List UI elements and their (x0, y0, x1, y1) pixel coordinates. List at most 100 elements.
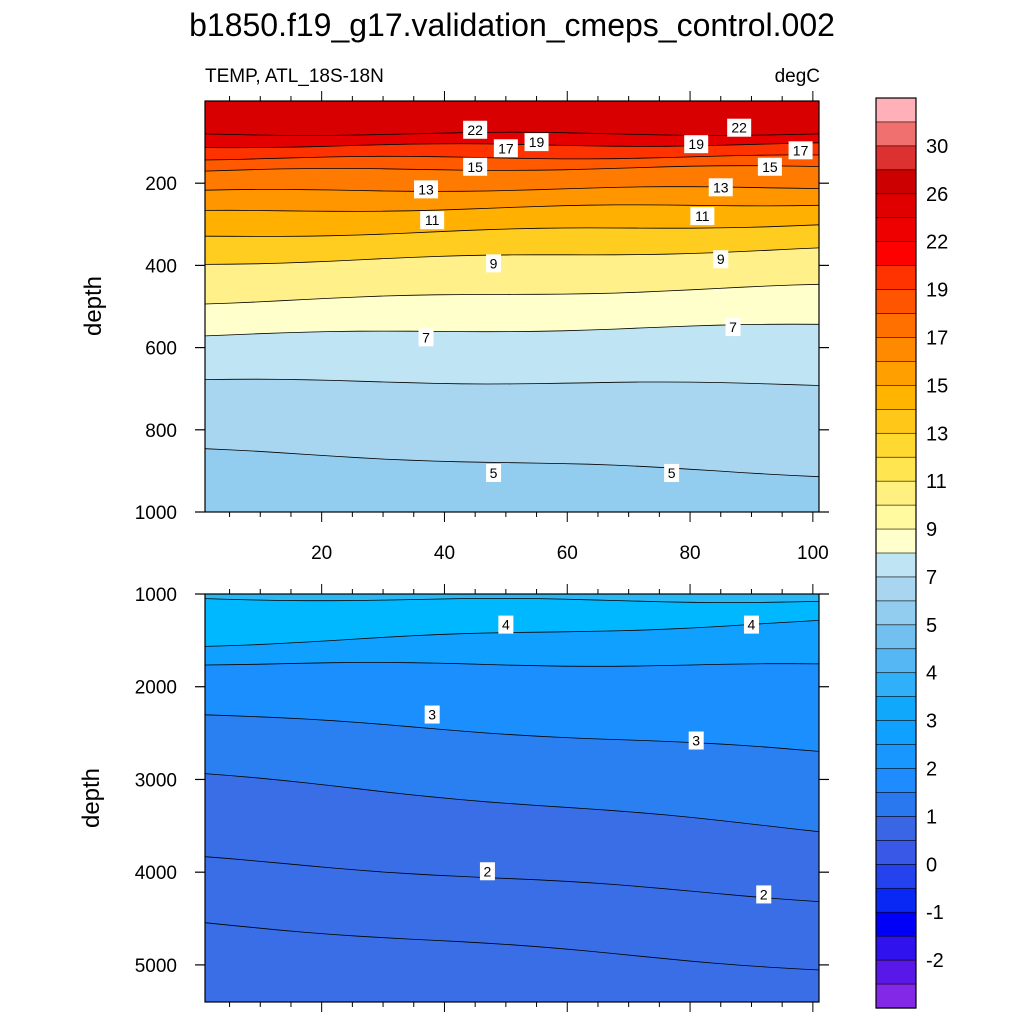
contour-label: 11 (420, 211, 445, 230)
colorbar-swatch (875, 552, 917, 578)
y-tick-label: 5000 (135, 956, 177, 977)
lower-ylabel: depth (78, 768, 105, 828)
contour-label-box (756, 885, 772, 904)
contour-label-box (727, 118, 752, 137)
isotherm-line (205, 283, 819, 305)
lower-panel: 4 4 3 3 2 2 1000 2000 3000 4000 5000 depth (78, 584, 829, 1012)
contour-label-box (463, 157, 488, 176)
colorbar-swatch (875, 816, 917, 841)
contour-label-text: 7 (422, 329, 430, 345)
colorbar-swatch (875, 887, 917, 913)
colorbar-swatch (875, 289, 917, 315)
contour-label-text: 3 (692, 733, 700, 749)
colorbar-swatch (875, 193, 917, 219)
colorbar-swatch (875, 528, 917, 554)
contour-label-text: 4 (502, 617, 510, 633)
contour-label-text: 13 (418, 181, 434, 197)
isotherm-line (205, 714, 819, 752)
contour-label-text: 17 (793, 142, 809, 158)
colorbar-swatch (875, 648, 917, 674)
y-tick-label: 4000 (135, 863, 177, 884)
contour-label: 7 (725, 318, 741, 337)
colorbar-swatch (875, 456, 917, 482)
contour-label-box (486, 254, 502, 273)
colorbar-label: 4 (926, 663, 937, 685)
colorbar-swatch (875, 624, 917, 650)
isotherm-line (205, 378, 819, 386)
x-tick-label: 40 (434, 543, 455, 564)
contour-label-box (524, 133, 549, 152)
colorbar-label: 9 (926, 519, 937, 541)
x-tick-label: 60 (557, 543, 578, 564)
contour-label-text: 15 (467, 159, 483, 175)
isotherm-line (205, 165, 819, 172)
x-tick-label: 100 (797, 543, 829, 564)
contour-label: 4 (498, 615, 514, 634)
contour-label-box (688, 731, 704, 750)
contour-label-box (418, 328, 434, 347)
colorbar-label: 0 (926, 854, 937, 876)
contour-label: 22 (463, 120, 488, 139)
colorbar-swatch (875, 432, 917, 458)
contour-label: 2 (479, 862, 495, 881)
colorbar-swatch (875, 864, 917, 889)
contour-band (205, 922, 819, 1002)
contour-label-text: 19 (688, 136, 704, 152)
upper-plot-frame (204, 100, 820, 513)
left-subtitle: TEMP, ATL_18S-18N (205, 66, 384, 87)
colorbar-label: 22 (926, 232, 948, 254)
colorbar-label: 13 (926, 423, 948, 445)
contour-label-box (757, 157, 782, 176)
y-tick-label: 200 (145, 174, 177, 195)
contour-label-text: 15 (762, 159, 778, 175)
colorbar-label: 2 (926, 759, 937, 781)
y-tick-label: 400 (145, 256, 177, 277)
colorbar-swatch (875, 361, 917, 386)
contour-label-text: 22 (467, 122, 483, 138)
isotherm-line (205, 773, 819, 833)
contour-label: 15 (463, 157, 488, 176)
isotherm-line (205, 662, 819, 667)
colorbar-swatch (875, 768, 917, 794)
colorbar-swatch (875, 97, 917, 123)
contour-label-box (424, 705, 440, 724)
isotherm-line (205, 224, 819, 237)
contour-label: 5 (486, 463, 502, 482)
contour-label: 13 (414, 180, 439, 199)
contour-label: 3 (424, 705, 440, 724)
contour-label-text: 5 (490, 465, 498, 481)
contour-label-text: 11 (695, 208, 710, 224)
contour-label: 4 (743, 615, 759, 634)
contour-label: 13 (708, 178, 733, 197)
y-tick-label: 1000 (135, 585, 177, 606)
isotherm-line (205, 154, 819, 161)
colorbar-swatch (875, 265, 917, 291)
contour-label-box (713, 250, 729, 269)
colorbar-swatch (875, 600, 917, 626)
contour-label: 2 (756, 885, 772, 904)
colorbar-swatch (875, 480, 917, 506)
colorbar-label: 1 (926, 806, 937, 828)
colorbar-swatch (875, 672, 917, 698)
colorbar-swatch (875, 840, 917, 865)
upper-ylabel: depth (80, 276, 107, 336)
colorbar-label: 11 (926, 471, 947, 493)
colorbar-label: 5 (926, 615, 937, 637)
colorbar-label: 19 (926, 280, 948, 302)
y-tick-label: 1000 (135, 503, 177, 524)
upper-contour-fills (205, 101, 819, 512)
colorbar-swatch (875, 576, 917, 602)
colorbar-label: 7 (926, 567, 937, 589)
contour-label-text: 7 (729, 319, 737, 335)
x-tick-label: 80 (679, 543, 700, 564)
colorbar-label: 17 (926, 327, 948, 349)
isotherm-line (205, 856, 819, 902)
contour-label-text: 9 (717, 251, 725, 267)
contour-label-text: 5 (668, 465, 676, 481)
contour-label-box (479, 862, 495, 881)
contour-label-box (463, 120, 488, 139)
contour-label-text: 3 (428, 707, 436, 723)
contour-label-box (725, 318, 741, 337)
colorbar-swatch (875, 720, 917, 746)
